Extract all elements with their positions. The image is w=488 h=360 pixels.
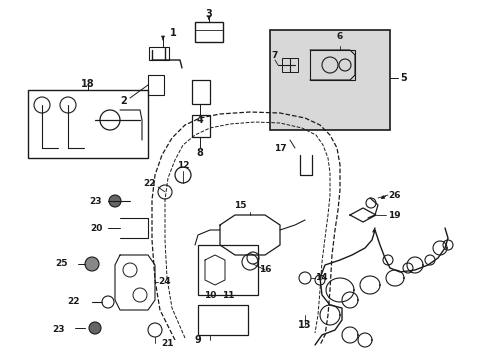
Text: 8: 8	[196, 148, 203, 158]
Bar	[269, 30, 389, 130]
Text: 3: 3	[205, 9, 212, 19]
Text: 22: 22	[143, 179, 156, 188]
Text: 19: 19	[387, 211, 400, 220]
Bar	[195, 22, 223, 42]
Bar	[198, 245, 258, 295]
Text: 4: 4	[196, 115, 203, 125]
Text: 18: 18	[81, 79, 95, 89]
Text: 26: 26	[387, 190, 400, 199]
Text: 17: 17	[274, 144, 286, 153]
Text: 21: 21	[162, 338, 174, 347]
Text: 10: 10	[203, 291, 216, 300]
Bar	[149, 47, 169, 60]
Text: 13: 13	[298, 320, 311, 330]
Text: 1: 1	[169, 28, 176, 38]
Text: 12: 12	[176, 161, 189, 170]
Circle shape	[89, 322, 101, 334]
Text: 7: 7	[271, 50, 278, 59]
Text: 25: 25	[55, 260, 68, 269]
Text: 15: 15	[233, 201, 246, 210]
Text: 20: 20	[90, 224, 102, 233]
Bar	[148, 75, 163, 95]
Text: 11: 11	[221, 291, 234, 300]
Bar	[282, 58, 297, 72]
Bar	[309, 50, 354, 80]
Text: 2: 2	[121, 96, 127, 106]
Text: 5: 5	[400, 73, 407, 83]
Circle shape	[85, 257, 99, 271]
Bar	[198, 305, 247, 335]
Bar	[192, 80, 209, 104]
Text: 24: 24	[158, 278, 170, 287]
Text: 9: 9	[194, 335, 201, 345]
Circle shape	[109, 195, 121, 207]
Text: 23: 23	[90, 197, 102, 206]
Text: 23: 23	[52, 325, 65, 334]
Text: 6: 6	[336, 32, 343, 41]
Text: 16: 16	[258, 266, 271, 275]
Bar	[192, 115, 209, 137]
Text: 14: 14	[314, 274, 327, 283]
Text: 22: 22	[67, 297, 80, 306]
Bar	[28, 90, 148, 158]
